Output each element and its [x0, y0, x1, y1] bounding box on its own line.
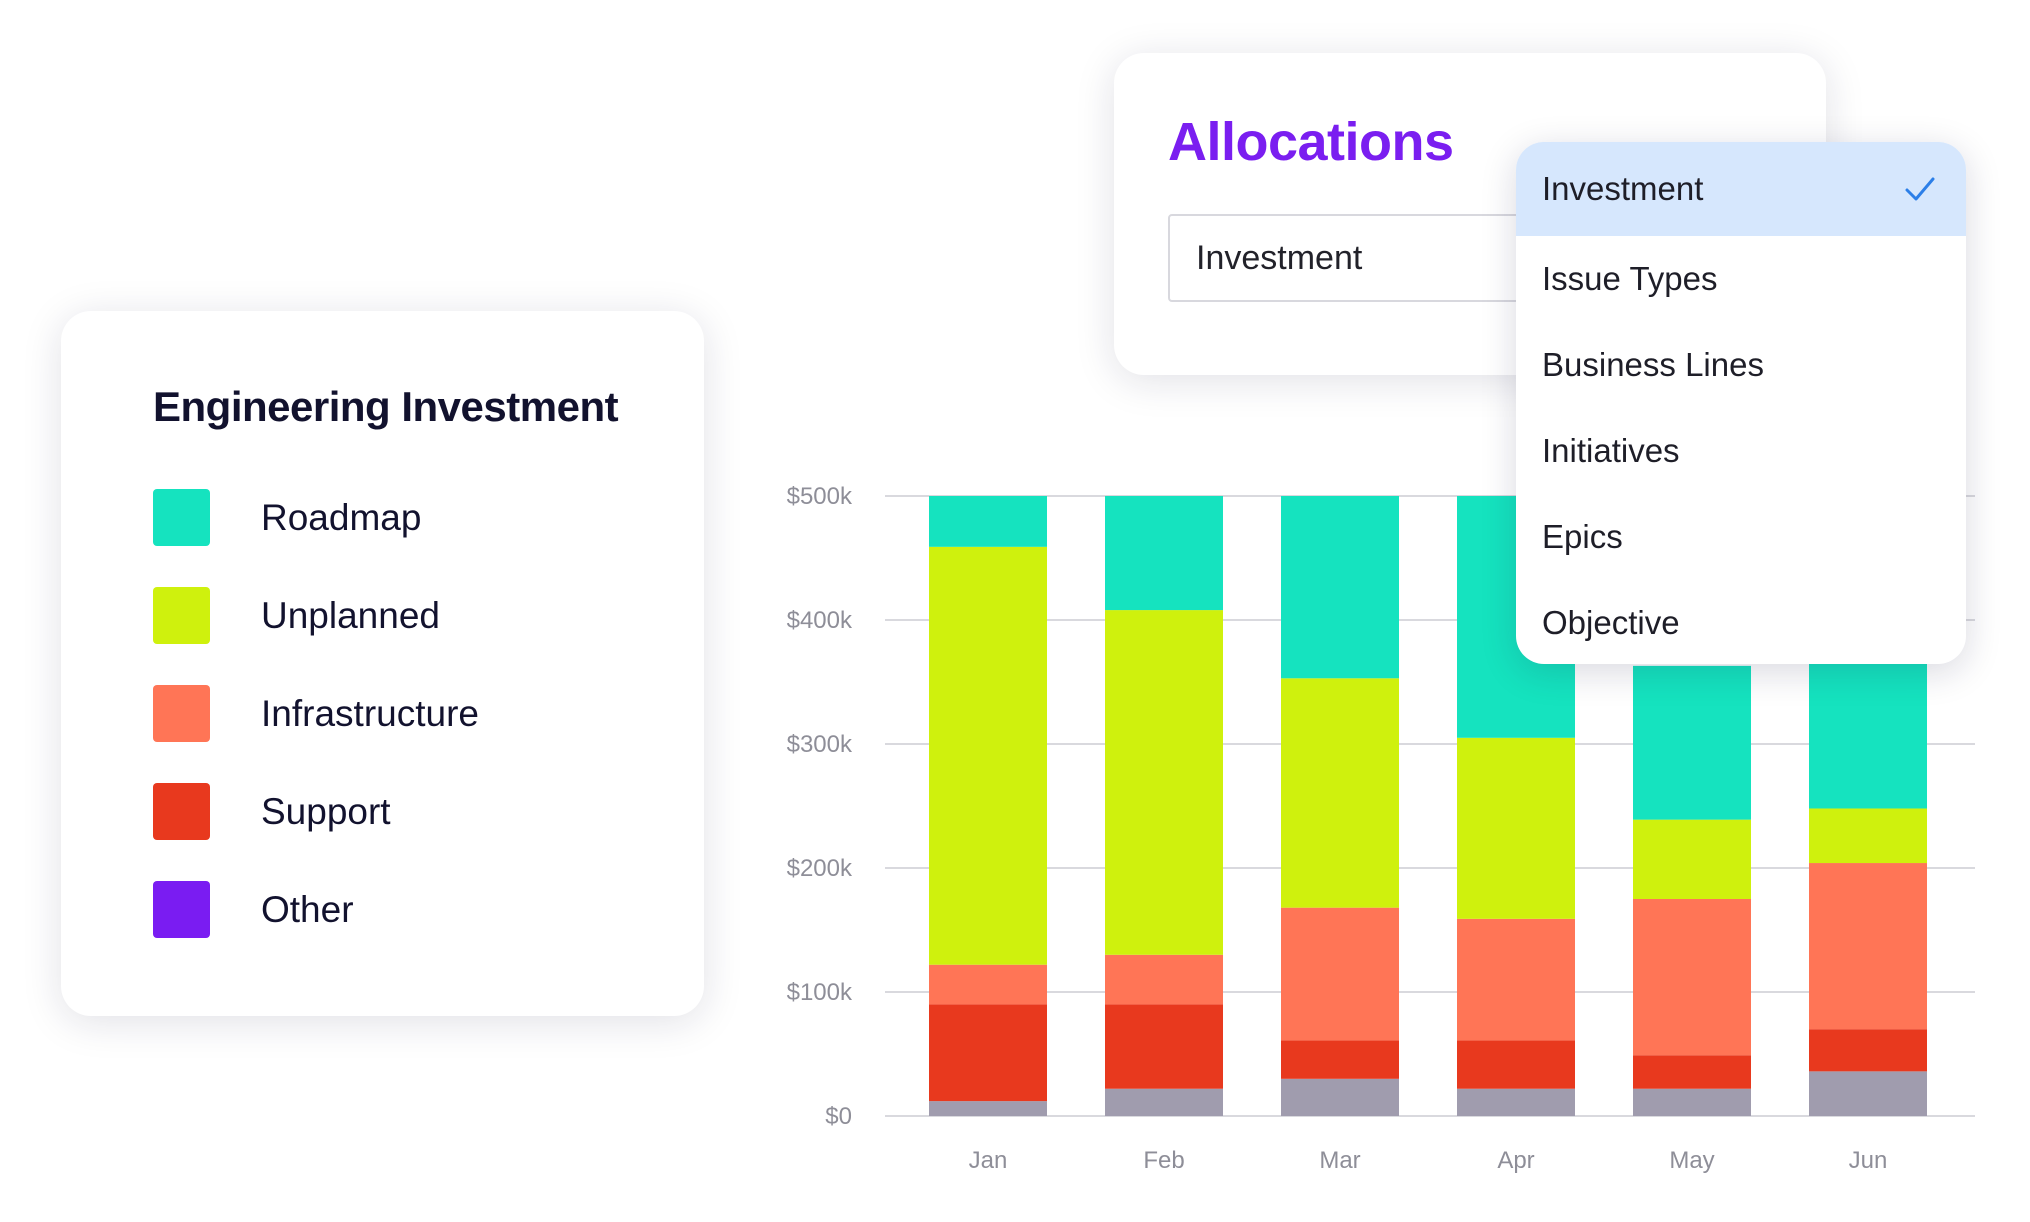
legend-label: Other: [261, 888, 354, 930]
legend-swatch-other: [153, 881, 210, 938]
bar-segment-infrastructure-apr: [1457, 918, 1575, 1041]
legend-list: Roadmap Unplanned Infrastructure Support…: [153, 489, 479, 979]
legend-label: Support: [261, 790, 391, 832]
legend-item-support: Support: [153, 783, 479, 840]
legend-label: Roadmap: [261, 496, 422, 538]
option-label: Objective: [1542, 604, 1680, 641]
bar-segment-infrastructure-jan: [929, 964, 1047, 1005]
y-tick-label: $0: [825, 1103, 852, 1130]
legend-title: Engineering Investment: [153, 383, 619, 430]
bar-segment-base-mar: [1281, 1078, 1399, 1116]
bar-segment-unplanned-may: [1633, 819, 1751, 899]
y-tick-label: $300k: [787, 731, 853, 758]
bar-segment-support-mar: [1281, 1040, 1399, 1079]
legend-item-infrastructure: Infrastructure: [153, 685, 479, 742]
option-label: Investment: [1542, 170, 1704, 207]
checkmark-icon: [1905, 177, 1935, 201]
bar-segment-support-feb: [1105, 1004, 1223, 1089]
bar-segment-base-jan: [929, 1101, 1047, 1116]
x-tick-label: Feb: [1143, 1147, 1184, 1174]
legend-card: Engineering Investment Roadmap Unplanned…: [61, 311, 704, 1016]
bar-segment-infrastructure-mar: [1281, 907, 1399, 1041]
legend-item-roadmap: Roadmap: [153, 489, 479, 546]
allocation-type-dropdown: Investment Issue Types Business Lines In…: [1516, 142, 1966, 664]
y-tick-label: $400k: [787, 607, 853, 634]
y-tick-label: $200k: [787, 855, 853, 882]
bar-segment-support-jun: [1809, 1029, 1927, 1072]
bar-segment-unplanned-apr: [1457, 737, 1575, 919]
legend-label: Unplanned: [261, 594, 440, 636]
x-tick-label: Apr: [1497, 1147, 1534, 1174]
allocations-title: Allocations: [1168, 112, 1454, 172]
option-label: Initiatives: [1542, 432, 1680, 469]
bar-segment-support-apr: [1457, 1040, 1575, 1089]
legend-swatch-infrastructure: [153, 685, 210, 742]
bar-segment-unplanned-jun: [1809, 808, 1927, 864]
bar-segment-base-may: [1633, 1088, 1751, 1116]
legend-swatch-roadmap: [153, 489, 210, 546]
bar-segment-roadmap-may: [1633, 665, 1751, 820]
bar-segment-roadmap-jan: [929, 496, 1047, 547]
chart-bars: [929, 496, 1927, 1116]
legend-swatch-unplanned: [153, 587, 210, 644]
bar-segment-roadmap-jun: [1809, 663, 1927, 809]
bar-segment-roadmap-mar: [1281, 496, 1399, 679]
dropdown-option-business-lines[interactable]: Business Lines: [1516, 322, 1966, 408]
legend-swatch-support: [153, 783, 210, 840]
select-value: Investment: [1196, 238, 1363, 277]
option-label: Business Lines: [1542, 346, 1764, 383]
bar-segment-base-feb: [1105, 1088, 1223, 1116]
bar-segment-base-jun: [1809, 1071, 1927, 1116]
dropdown-option-objective[interactable]: Objective: [1516, 580, 1966, 664]
bar-segment-infrastructure-may: [1633, 899, 1751, 1056]
dropdown-option-initiatives[interactable]: Initiatives: [1516, 408, 1966, 494]
legend-label: Infrastructure: [261, 692, 479, 734]
bar-segment-support-may: [1633, 1055, 1751, 1089]
x-tick-label: Mar: [1319, 1147, 1360, 1174]
bar-segment-roadmap-feb: [1105, 496, 1223, 611]
legend-item-other: Other: [153, 881, 479, 938]
bar-segment-infrastructure-jun: [1809, 863, 1927, 1030]
dropdown-option-issue-types[interactable]: Issue Types: [1516, 236, 1966, 322]
bar-segment-unplanned-feb: [1105, 610, 1223, 955]
legend-item-unplanned: Unplanned: [153, 587, 479, 644]
y-axis-ticks: $0 $100k $200k $300k $400k $500k: [787, 483, 853, 1130]
option-label: Issue Types: [1542, 260, 1718, 297]
dropdown-option-epics[interactable]: Epics: [1516, 494, 1966, 580]
chart-gridlines: [885, 495, 1975, 1117]
y-tick-label: $500k: [787, 483, 853, 510]
x-tick-label: May: [1669, 1147, 1714, 1174]
x-axis-ticks: Jan Feb Mar Apr May Jun: [969, 1147, 1888, 1174]
x-tick-label: Jan: [969, 1147, 1008, 1174]
bar-segment-infrastructure-feb: [1105, 954, 1223, 1005]
option-label: Epics: [1542, 518, 1623, 555]
bar-segment-base-apr: [1457, 1088, 1575, 1116]
bar-segment-unplanned-jan: [929, 546, 1047, 965]
dropdown-option-investment[interactable]: Investment: [1516, 142, 1966, 236]
bar-segment-unplanned-mar: [1281, 678, 1399, 908]
y-tick-label: $100k: [787, 979, 853, 1006]
x-tick-label: Jun: [1849, 1147, 1888, 1174]
bar-segment-support-jan: [929, 1004, 1047, 1102]
dropdown-options: Investment Issue Types Business Lines In…: [1516, 142, 1966, 664]
